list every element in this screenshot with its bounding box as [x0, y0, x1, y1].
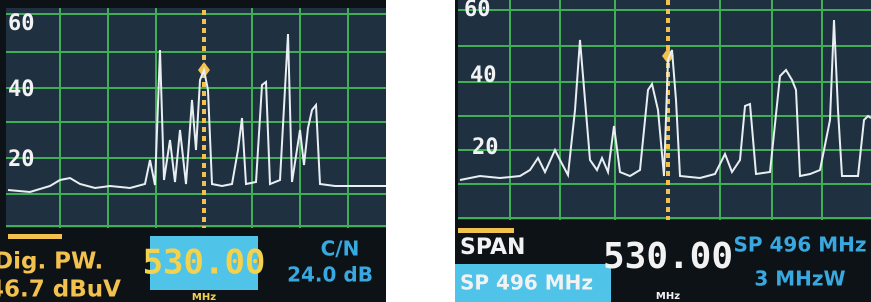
screens: 60 40 20 Dig. PW. 46.7 dBuV 530.00 MHz C…: [0, 0, 871, 302]
frequency: 530.00: [603, 236, 733, 277]
right-tab: [458, 228, 514, 233]
y-label: 20: [8, 147, 35, 172]
y-label: 60: [8, 11, 35, 36]
frequency: 530.00: [143, 243, 266, 283]
mode: SPAN: [460, 235, 525, 260]
mode-value: SP 496 MHz: [460, 271, 593, 295]
measure: C/N: [321, 237, 360, 261]
measure-value: 24.0 dB: [287, 263, 373, 287]
y-label: 60: [464, 0, 491, 22]
left-tab: [8, 234, 62, 239]
y-label: 40: [8, 77, 35, 102]
mode: Dig. PW.: [0, 249, 103, 275]
right-plot: [458, 0, 871, 220]
level: 46.7 dBuV: [0, 277, 121, 302]
unit: MHz: [192, 292, 216, 302]
page: 60 40 20 Dig. PW. 46.7 dBuV 530.00 MHz C…: [0, 0, 871, 302]
rbw: 3 MHzW: [754, 267, 845, 291]
y-label: 40: [470, 63, 497, 88]
right-screen: 60 40 20 SPAN SP 496 MHz 530.00 MHz SP 4…: [455, 0, 871, 302]
y-label: 20: [472, 135, 499, 160]
left-screen: 60 40 20 Dig. PW. 46.7 dBuV 530.00 MHz C…: [0, 0, 386, 302]
unit: MHz: [656, 291, 680, 302]
span: SP 496 MHz: [733, 233, 866, 257]
